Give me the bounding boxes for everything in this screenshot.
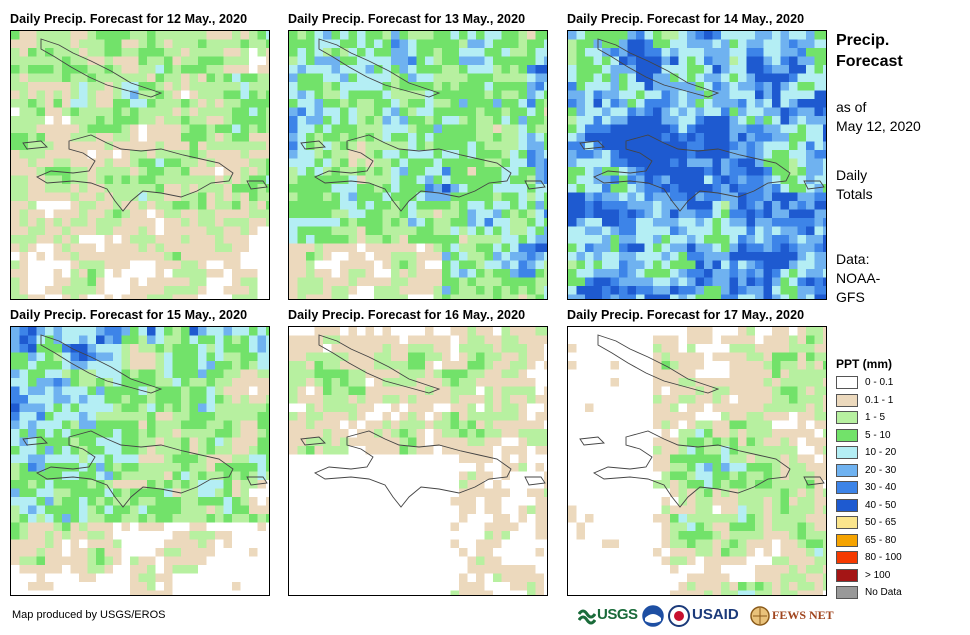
side-title-line2: Forecast	[836, 53, 903, 70]
fewsnet-logo: FEWS NET	[750, 603, 834, 629]
precip-map-4	[10, 326, 270, 596]
legend-label: 1 - 5	[865, 412, 886, 423]
legend-swatch	[836, 428, 858, 442]
precip-map-6	[567, 326, 827, 596]
cuba-outline	[597, 334, 720, 394]
legend-swatch	[836, 586, 858, 599]
as-of-line1: as of	[836, 99, 867, 115]
legend-label: > 100	[865, 569, 891, 581]
usaid-logo-text: USAID	[692, 606, 739, 623]
as-of-line2: May 12, 2020	[836, 118, 921, 134]
as-of-date: as of May 12, 2020	[836, 98, 921, 136]
legend-swatch	[836, 481, 858, 494]
noaa-seal-icon	[642, 605, 664, 627]
legend-swatch	[836, 446, 858, 459]
puerto-rico-outline	[803, 476, 825, 486]
jamaica-outline	[579, 140, 605, 150]
data-line2: NOAA-	[836, 270, 881, 286]
puerto-rico-outline	[803, 180, 825, 190]
precip-raster	[568, 327, 826, 595]
legend-swatch	[836, 568, 858, 582]
data-line1: Data:	[836, 251, 870, 267]
side-title: Precip. Forecast	[836, 30, 903, 72]
daily-totals-note: Daily Totals	[836, 166, 873, 204]
hispaniola-outline	[314, 430, 512, 508]
map-credit: Map produced by USGS/EROS	[12, 609, 166, 621]
legend-swatch	[836, 551, 858, 564]
side-title-line1: Precip.	[836, 32, 890, 49]
jamaica-outline	[300, 140, 326, 150]
legend-label: 30 - 40	[865, 482, 897, 493]
puerto-rico-outline	[246, 476, 268, 486]
precip-map-3	[567, 30, 827, 300]
data-source-note: Data: NOAA- GFS	[836, 250, 880, 307]
panel-title-2: Daily Precip. Forecast for 13 May., 2020	[288, 12, 526, 26]
hispaniola-outline	[593, 430, 791, 508]
fewsnet-globe-icon	[750, 606, 770, 626]
puerto-rico-outline	[524, 476, 546, 486]
jamaica-outline	[579, 436, 605, 446]
cuba-outline	[318, 38, 441, 98]
panel-title-3: Daily Precip. Forecast for 14 May., 2020	[567, 12, 805, 26]
usgs-logo: USGS	[578, 603, 640, 629]
noaa-logo	[642, 603, 664, 629]
cuba-outline	[40, 38, 163, 98]
hispaniola-outline	[36, 134, 234, 212]
precip-map-2	[288, 30, 548, 300]
precip-raster	[289, 31, 547, 299]
precip-map-1	[10, 30, 270, 300]
agency-logos: USGS USAID FEWS NET	[578, 603, 834, 629]
legend-label: 40 - 50	[865, 499, 897, 511]
usgs-wave-icon	[578, 609, 596, 625]
legend-label: 20 - 30	[865, 464, 897, 476]
panel-title-1: Daily Precip. Forecast for 12 May., 2020	[10, 12, 248, 26]
legend-swatch	[836, 498, 858, 512]
data-line3: GFS	[836, 289, 865, 305]
legend-label: 80 - 100	[865, 552, 902, 563]
legend-label: 65 - 80	[865, 534, 897, 546]
jamaica-outline	[300, 436, 326, 446]
hispaniola-outline	[314, 134, 512, 212]
legend-swatch	[836, 376, 858, 389]
panel-title-4: Daily Precip. Forecast for 15 May., 2020	[10, 308, 248, 322]
cuba-outline	[318, 334, 441, 394]
cuba-outline	[597, 38, 720, 98]
legend-label: 5 - 10	[865, 429, 891, 441]
jamaica-outline	[22, 436, 48, 446]
legend-label: No Data	[865, 587, 902, 598]
precip-raster	[11, 327, 269, 595]
daily-line2: Totals	[836, 186, 873, 202]
daily-line1: Daily	[836, 167, 868, 183]
precip-raster	[568, 31, 826, 299]
puerto-rico-outline	[524, 180, 546, 190]
usgs-logo-text: USGS	[597, 606, 638, 623]
jamaica-outline	[22, 140, 48, 150]
legend-swatch	[836, 516, 858, 529]
usaid-logo: USAID	[668, 603, 750, 629]
panel-title-6: Daily Precip. Forecast for 17 May., 2020	[567, 308, 805, 322]
legend-swatch	[836, 411, 858, 424]
panel-title-5: Daily Precip. Forecast for 16 May., 2020	[288, 308, 526, 322]
legend-label: 0 - 0.1	[865, 377, 894, 388]
cuba-outline	[40, 334, 163, 394]
puerto-rico-outline	[246, 180, 268, 190]
hispaniola-outline	[36, 430, 234, 508]
hispaniola-outline	[593, 134, 791, 212]
legend-title: PPT (mm)	[836, 357, 893, 371]
legend-label: 50 - 65	[865, 517, 897, 528]
precip-raster	[289, 327, 547, 595]
precip-map-5	[288, 326, 548, 596]
legend-swatch	[836, 393, 858, 407]
legend-swatch	[836, 533, 858, 547]
legend-label: 0.1 - 1	[865, 394, 894, 406]
fewsnet-logo-text: FEWS NET	[772, 608, 834, 622]
legend-label: 10 - 20	[865, 447, 897, 458]
usaid-seal-icon	[668, 605, 690, 627]
legend-swatch	[836, 463, 858, 477]
precip-raster	[11, 31, 269, 299]
